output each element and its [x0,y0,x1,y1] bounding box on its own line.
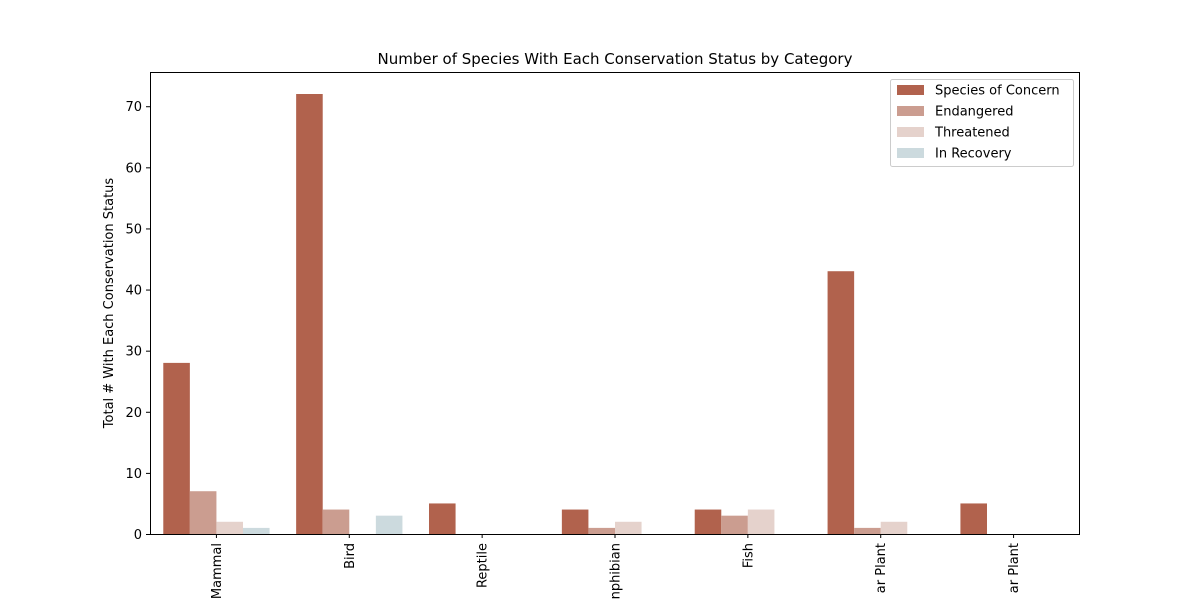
legend-swatch [897,127,924,137]
y-tick-label: 20 [125,406,142,421]
bars-group [163,94,987,534]
legend-label: Threatened [934,126,1010,141]
bar [588,527,615,534]
x-tick-label: ar Plant [874,543,889,593]
bar [375,515,403,534]
bar [189,491,217,534]
plot-frame [150,72,1080,535]
x-tick-label: Reptile [476,543,491,588]
x-tick-label: ar Plant [1007,543,1022,593]
x-tick-label: nphibian [609,543,624,599]
legend-swatch [897,106,924,116]
x-tick-label: Fish [741,543,756,568]
y-tick-label: 70 [125,100,142,115]
bar [163,362,190,534]
bar [880,521,908,534]
x-tick-label: Mammal [210,543,225,599]
bar [561,509,589,534]
bar [827,271,855,534]
legend: Species of Concern Endangered Threatened In… [890,79,1074,167]
bar [322,509,350,534]
legend-box [890,79,1074,167]
bar [960,503,987,534]
legend-label: In Recovery [935,147,1012,162]
bar [854,527,881,534]
bar [721,515,748,534]
y-axis-label: Total # With Each Conservation Status [102,178,117,430]
y-tick-label: 50 [125,222,142,237]
x-axis: Mammal Bird Reptile nphibian Fish ar Plant ar … [210,534,1022,599]
bar [216,521,243,534]
bar [615,521,642,534]
y-tick-label: 0 [134,528,142,543]
legend-label: Species of Concern [935,84,1060,99]
bar [429,503,456,534]
legend-swatch [897,85,924,95]
x-tick-label: Bird [343,543,358,569]
chart-title: Number of Species With Each Conservation… [378,50,853,68]
y-axis: 0 10 20 30 40 50 60 70 [125,100,150,543]
y-tick-label: 60 [125,161,142,176]
bar [747,509,775,534]
y-tick-label: 10 [125,467,142,482]
bar [694,509,722,534]
bar [243,527,270,534]
legend-swatch [897,148,924,158]
bar [296,94,323,534]
legend-label: Endangered [935,105,1013,120]
y-tick-label: 30 [125,345,142,360]
y-tick-label: 40 [125,284,142,299]
